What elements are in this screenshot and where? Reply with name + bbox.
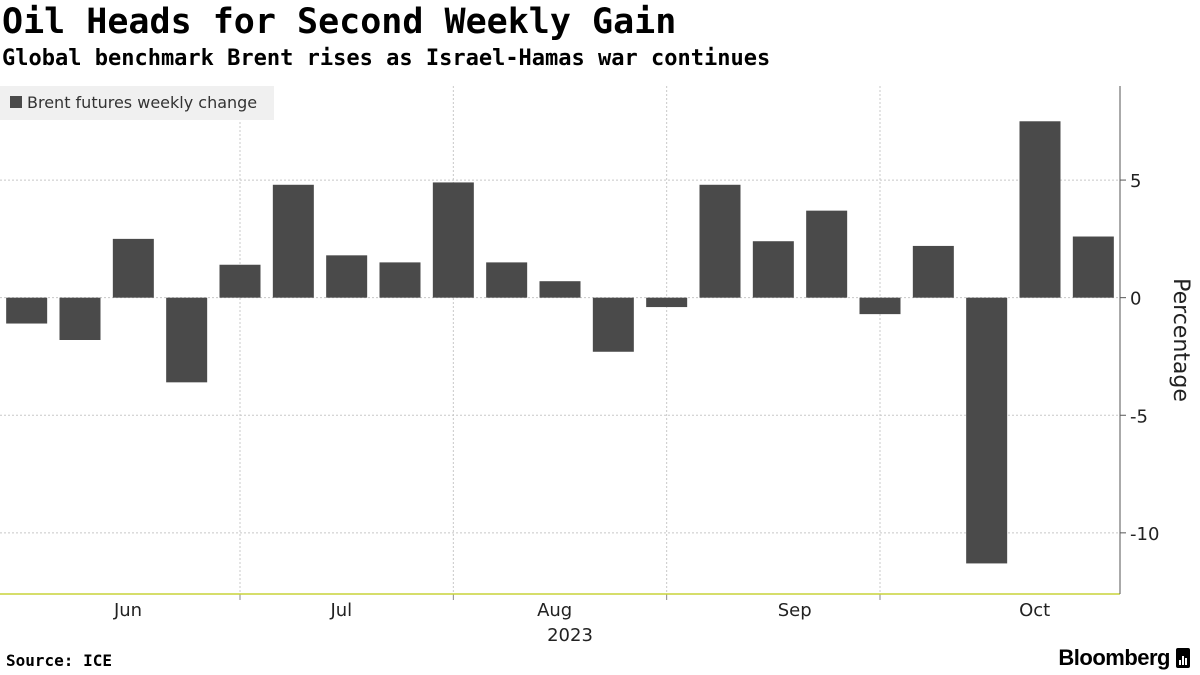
- bar: [6, 297, 48, 324]
- legend: Brent futures weekly change: [0, 86, 274, 120]
- bar: [752, 241, 794, 298]
- legend-background: [0, 86, 274, 120]
- bar: [539, 281, 581, 298]
- bar: [699, 184, 741, 298]
- brand-name: Bloomberg: [1058, 645, 1170, 670]
- bar: [646, 297, 688, 308]
- axis-layer: 5 0 -5 -10 Jun Jul Aug Sep Oct 2023 Percentage: [0, 86, 1193, 646]
- bloomberg-terminal-icon: [1176, 648, 1190, 668]
- y-tick-label: 0: [1130, 289, 1141, 310]
- x-tick-label: Oct: [1019, 600, 1050, 621]
- bar: [432, 182, 474, 298]
- bar: [806, 210, 848, 298]
- bar: [1019, 121, 1061, 298]
- bloomberg-logo: Bloomberg: [1058, 645, 1190, 671]
- bar: [326, 255, 368, 298]
- y-tick-label: -10: [1130, 524, 1159, 545]
- x-tick-label: Jul: [329, 600, 352, 621]
- y-tick-label: 5: [1130, 171, 1141, 192]
- x-tick-label: Sep: [778, 600, 812, 621]
- x-tick-label: Jun: [113, 600, 142, 621]
- bar: [592, 297, 634, 352]
- bar: [272, 184, 314, 298]
- x-tick-label: Aug: [537, 600, 572, 621]
- bars-layer: [6, 121, 1114, 564]
- bar: [912, 245, 954, 298]
- legend-label: Brent futures weekly change: [27, 93, 257, 112]
- bar: [966, 297, 1008, 564]
- bar: [859, 297, 901, 315]
- x-axis-year-label: 2023: [547, 625, 593, 646]
- bar: [59, 297, 101, 340]
- chart-title: Oil Heads for Second Weekly Gain: [2, 2, 677, 42]
- legend-swatch: [10, 96, 22, 108]
- chart-subtitle: Global benchmark Brent rises as Israel-H…: [2, 46, 771, 71]
- bar: [1072, 236, 1114, 298]
- bar: [112, 238, 154, 298]
- bar: [166, 297, 208, 383]
- bar: [486, 262, 528, 298]
- bar: [379, 262, 421, 298]
- source-note: Source: ICE: [6, 651, 112, 670]
- bar: [219, 264, 261, 298]
- y-axis-label: Percentage: [1168, 278, 1193, 402]
- y-tick-label: -5: [1130, 406, 1148, 427]
